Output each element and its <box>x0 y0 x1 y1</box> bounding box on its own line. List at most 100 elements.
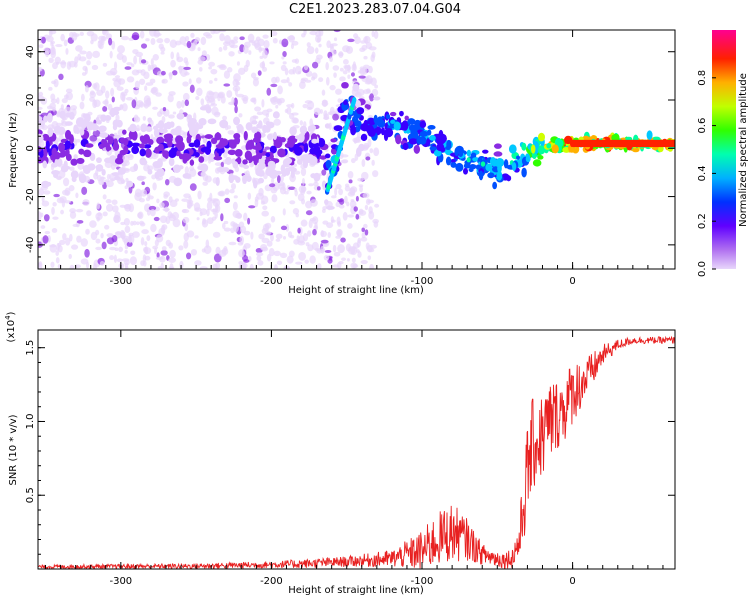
spectral-ridge-blob <box>38 120 45 128</box>
spectral-speckle <box>84 85 89 93</box>
spectral-ridge-blob <box>243 130 248 141</box>
spectral-speckle <box>308 219 313 229</box>
spectral-ridge-blob <box>143 144 152 149</box>
spectral-speckle <box>96 202 101 210</box>
spectral-ridge-blob <box>198 117 207 126</box>
snr-axes: -300 -200 -100 0 0.5 1.0 1.5 <box>25 330 675 587</box>
spectral-speckle <box>300 167 307 177</box>
spectral-speckle <box>121 155 130 164</box>
spectral-speckle <box>361 171 369 181</box>
spectral-ridge-blob <box>436 135 445 146</box>
spectral-speckle <box>293 239 300 245</box>
spectral-ridge-blob <box>107 136 114 145</box>
spectral-speckle <box>305 210 313 216</box>
spectral-speckle <box>287 231 293 238</box>
spectral-speckle <box>222 222 226 230</box>
spectral-ridge-blob <box>355 100 361 108</box>
spectral-speckle <box>325 76 330 86</box>
spectral-speckle <box>210 97 216 106</box>
spectral-speckle <box>84 248 90 258</box>
spectral-speckle <box>160 250 168 256</box>
spectral-speckle <box>200 98 205 106</box>
spectral-speckle <box>355 213 360 220</box>
spectral-speckle <box>172 111 177 115</box>
spectral-speckle <box>145 197 150 202</box>
spectral-speckle <box>108 37 113 46</box>
spectral-speckle <box>299 120 304 126</box>
spectral-ridge-blob <box>186 135 192 144</box>
spectral-speckle <box>38 106 43 111</box>
spectral-ridge-blob <box>111 172 120 177</box>
spectral-speckle <box>201 248 206 253</box>
spectral-ridge-blob <box>109 107 116 118</box>
spectral-speckle <box>323 116 330 120</box>
spectral-speckle <box>271 194 278 203</box>
spectral-speckle <box>374 84 379 89</box>
spectral-ridge-blob <box>433 149 442 157</box>
spectral-speckle <box>301 178 306 185</box>
spectral-ridge-blob <box>455 162 464 172</box>
spectral-ridge-blob <box>287 166 295 171</box>
spectral-ridge-blob <box>51 162 58 168</box>
spectral-speckle <box>126 241 133 247</box>
spectral-speckle <box>254 198 259 208</box>
spectral-ridge-blob <box>324 199 329 205</box>
spectral-ridge-blob <box>427 124 436 130</box>
spectral-speckle <box>111 96 115 103</box>
spectral-speckle <box>178 245 184 251</box>
spectral-speckle <box>145 38 150 42</box>
spectral-speckle <box>152 106 158 110</box>
spectral-ridge-blob <box>400 121 409 131</box>
spectral-speckle <box>281 38 289 48</box>
spectral-ridge-blob <box>64 140 71 150</box>
spectral-speckle <box>89 91 96 99</box>
spectral-ridge-blob <box>65 153 72 162</box>
y-tick-label: -20 <box>25 188 36 204</box>
spectral-speckle <box>361 44 368 51</box>
snr-scale-label: (x104) <box>4 311 17 342</box>
spectral-ridge-blob <box>200 147 209 153</box>
spectral-speckle <box>152 182 157 191</box>
spectral-speckle <box>75 138 81 143</box>
spectral-speckle <box>81 72 87 76</box>
spectral-speckle <box>332 244 337 253</box>
spectral-speckle <box>52 202 57 207</box>
spectral-speckle <box>159 215 168 224</box>
spectral-speckle <box>44 230 51 235</box>
spectral-speckle <box>232 201 238 211</box>
spectral-speckle <box>314 47 319 54</box>
spectral-speckle <box>182 92 190 102</box>
spectral-speckle <box>169 39 177 48</box>
spectral-speckle <box>228 241 237 246</box>
spectral-speckle <box>146 235 151 242</box>
spectral-speckle <box>193 202 201 211</box>
spectral-speckle <box>206 208 210 217</box>
spectral-speckle <box>126 62 133 66</box>
spectral-ridge-blob <box>139 157 147 166</box>
spectral-speckle <box>201 50 207 57</box>
spectral-speckle <box>115 77 122 83</box>
spectral-speckle <box>133 116 141 123</box>
spectral-speckle <box>208 80 213 84</box>
spectral-speckle <box>197 190 202 200</box>
spectral-speckle <box>181 99 185 108</box>
spectral-ridge-blob <box>364 104 370 109</box>
spectral-speckle <box>208 91 215 96</box>
spectral-speckle <box>149 209 156 217</box>
spectral-speckle <box>69 208 77 214</box>
spectral-speckle <box>353 206 358 212</box>
spectral-speckle <box>273 264 278 269</box>
spectral-speckle <box>304 259 309 264</box>
spectral-speckle <box>234 87 238 96</box>
spectral-speckle <box>323 255 330 261</box>
spectral-speckle <box>169 249 176 258</box>
spectral-speckle <box>56 97 60 105</box>
spectral-speckle <box>182 216 190 224</box>
spectral-ridge-blob <box>380 127 386 136</box>
spectral-speckle <box>305 242 310 247</box>
spectral-speckle <box>361 159 366 167</box>
spectral-ridge-blob <box>319 155 327 160</box>
spectral-ridge-blob <box>389 111 397 117</box>
spectral-ridge-blob <box>126 180 134 188</box>
spectral-ridge-blob <box>268 169 278 179</box>
